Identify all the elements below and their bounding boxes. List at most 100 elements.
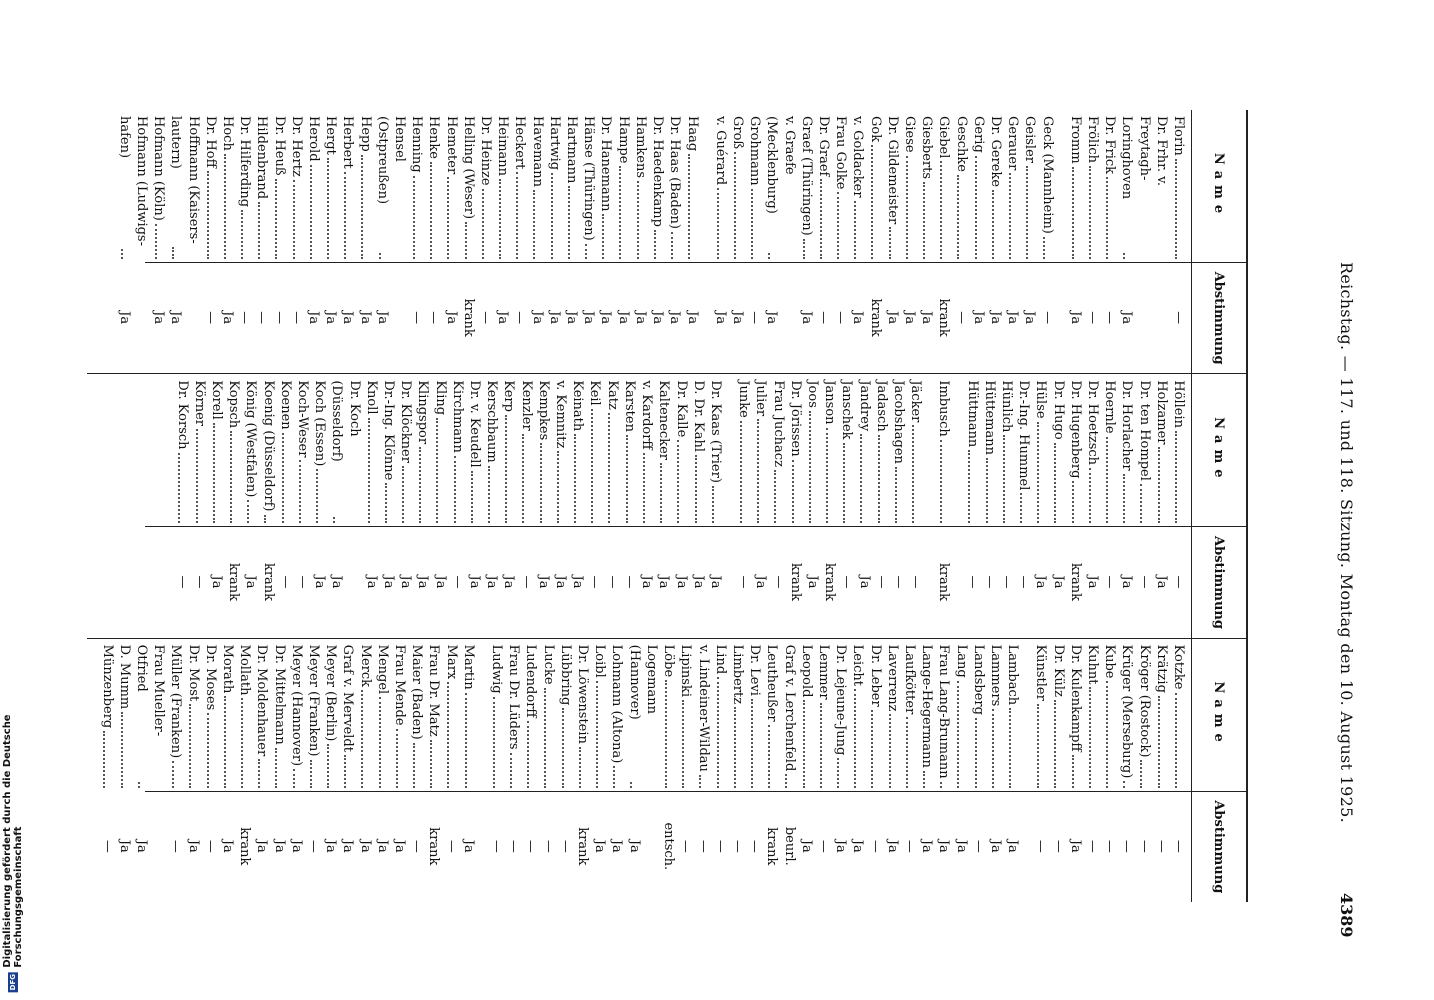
- member-name: Meyer (Hannover): [288, 644, 304, 767]
- dot-leader: [711, 485, 724, 524]
- member-name: Gerig: [970, 116, 986, 153]
- member-name: Kotzke: [1171, 644, 1186, 690]
- dot-leader: [802, 238, 815, 259]
- member-row: Dr. Haedenkamp Ja: [649, 110, 667, 373]
- member-row: Dr. Hoetzsch Ja: [1084, 374, 1101, 637]
- member-row: Hüttmann —: [963, 374, 981, 637]
- vote: Ja: [564, 311, 580, 325]
- member-name: Hüttemann: [981, 380, 997, 456]
- member-row: Dr. Lejeune-Jung Ja: [832, 639, 850, 902]
- member-row: Kirchmann —: [449, 374, 466, 637]
- dot-leader: [922, 182, 936, 259]
- member-name-cell: Frau Lang-Brumann: [935, 639, 953, 791]
- footer-text: Digitalisierung gefördert durch die Deut…: [2, 714, 24, 968]
- member-name-cell: Kopsch: [225, 374, 243, 526]
- member-name: Dr. Heuß: [271, 116, 287, 176]
- member-name: Leutheußer: [764, 644, 780, 722]
- member-name: Lipinski: [678, 644, 694, 698]
- dot-leader: [281, 432, 294, 524]
- member-row: Hemeter Ja: [442, 110, 460, 373]
- member-name: Merck: [357, 644, 373, 688]
- member-name: Meyer (Franken): [306, 644, 322, 757]
- dot-leader: [344, 171, 357, 259]
- vote: —: [839, 575, 855, 589]
- member-row: Dr. Hugo Ja: [1049, 374, 1067, 637]
- dot-leader: [774, 469, 787, 524]
- member-row: Lipinski —: [677, 639, 695, 902]
- member-row: Dr. Külz —: [1049, 639, 1067, 902]
- member-name: Dr. Leber: [867, 644, 883, 707]
- member-name-cell: Dr. Lejeune-Jung: [832, 639, 850, 791]
- member-row: Merck Ja: [356, 639, 374, 902]
- dot-leader: [671, 231, 684, 259]
- vote: —: [867, 839, 883, 853]
- member-name-cell: Dr. v. Keudell: [466, 374, 484, 526]
- member-row: v. Guérard Ja: [712, 110, 729, 373]
- member-name: Dr. ten Hompel: [1136, 380, 1152, 481]
- dot-leader: [120, 249, 151, 259]
- dot-leader: [430, 161, 443, 259]
- dot-leader: [499, 179, 512, 259]
- vote: Ja: [712, 311, 728, 325]
- member-name-cell: Hänse (Thüringen): [580, 110, 598, 262]
- member-row: Groß Ja: [729, 110, 746, 373]
- member-name: Geck (Mannheim): [1039, 116, 1055, 234]
- dot-leader: [1071, 754, 1084, 788]
- vote: Ja: [626, 839, 642, 853]
- dot-leader: [1105, 681, 1119, 788]
- member-row: Giese Ja: [901, 110, 918, 373]
- member-row: Henke —: [425, 110, 443, 373]
- dot-leader: [642, 452, 656, 524]
- member-row: Frau Juchacz —: [769, 374, 787, 637]
- vote: Ja: [850, 311, 866, 325]
- vote: Ja: [209, 575, 225, 589]
- vote: Ja: [884, 839, 900, 853]
- member-name: Kube: [1102, 644, 1118, 679]
- member-name: Dr. Kulenkampff: [1067, 644, 1083, 752]
- member-name: v. Graefe (Mecklenburg): [764, 116, 797, 214]
- vote: Ja: [1050, 575, 1066, 589]
- member-row: Geck (Mannheim) —: [1038, 110, 1056, 373]
- dot-leader: [854, 200, 867, 259]
- member-row: Jadasch —: [873, 374, 890, 637]
- member-name-cell: Dr. Frick: [1101, 110, 1119, 262]
- member-row: Lambach Ja: [1004, 639, 1022, 902]
- member-row: Hänse (Thüringen) Ja: [580, 110, 598, 373]
- member-name: Laverrenz: [884, 644, 900, 712]
- member-name-cell: König (Westfalen): [242, 374, 260, 526]
- vote: krank: [936, 298, 952, 337]
- member-name: Dr.-Ing. Klönne: [381, 380, 397, 481]
- vote: Ja: [374, 839, 390, 853]
- vote: Ja: [220, 839, 236, 853]
- member-name-cell: Dr. ten Hompel: [1135, 374, 1153, 526]
- member-name-cell: Herbert: [339, 110, 357, 262]
- member-row: Grohmann —: [746, 110, 764, 373]
- member-row: Helling (Weser) krank: [460, 110, 477, 373]
- vote: Ja: [650, 311, 666, 325]
- member-name-cell: Hemeter: [442, 110, 460, 262]
- member-row: Holzamer Ja: [1153, 374, 1170, 637]
- member-row: Frau Mueller-Otfried Ja: [133, 639, 168, 902]
- dot-leader: [361, 690, 374, 788]
- dot-leader: [241, 210, 254, 259]
- dot-leader: [591, 408, 604, 524]
- name-header: Name: [1211, 152, 1227, 220]
- member-name: D. Mumm: [116, 644, 132, 710]
- vote: krank: [936, 562, 952, 602]
- vote: Ja: [495, 311, 511, 325]
- member-row: Kaltenecker Ja: [655, 374, 673, 637]
- member-name-cell: Kling: [431, 374, 449, 526]
- dot-leader: [567, 186, 581, 259]
- member-row: Dr. Kalle Ja: [672, 374, 690, 637]
- dot-leader: [395, 728, 409, 788]
- dot-leader: [419, 447, 432, 524]
- dot-leader: [378, 253, 409, 259]
- member-row: Lucke —: [539, 639, 557, 902]
- member-row: Frau Mende Ja: [391, 639, 409, 902]
- dot-leader: [561, 708, 574, 788]
- member-name-cell: Lind: [712, 639, 729, 791]
- member-name-cell: Hartwig: [546, 110, 563, 262]
- vote: Ja: [729, 311, 745, 325]
- vote: —: [202, 311, 218, 325]
